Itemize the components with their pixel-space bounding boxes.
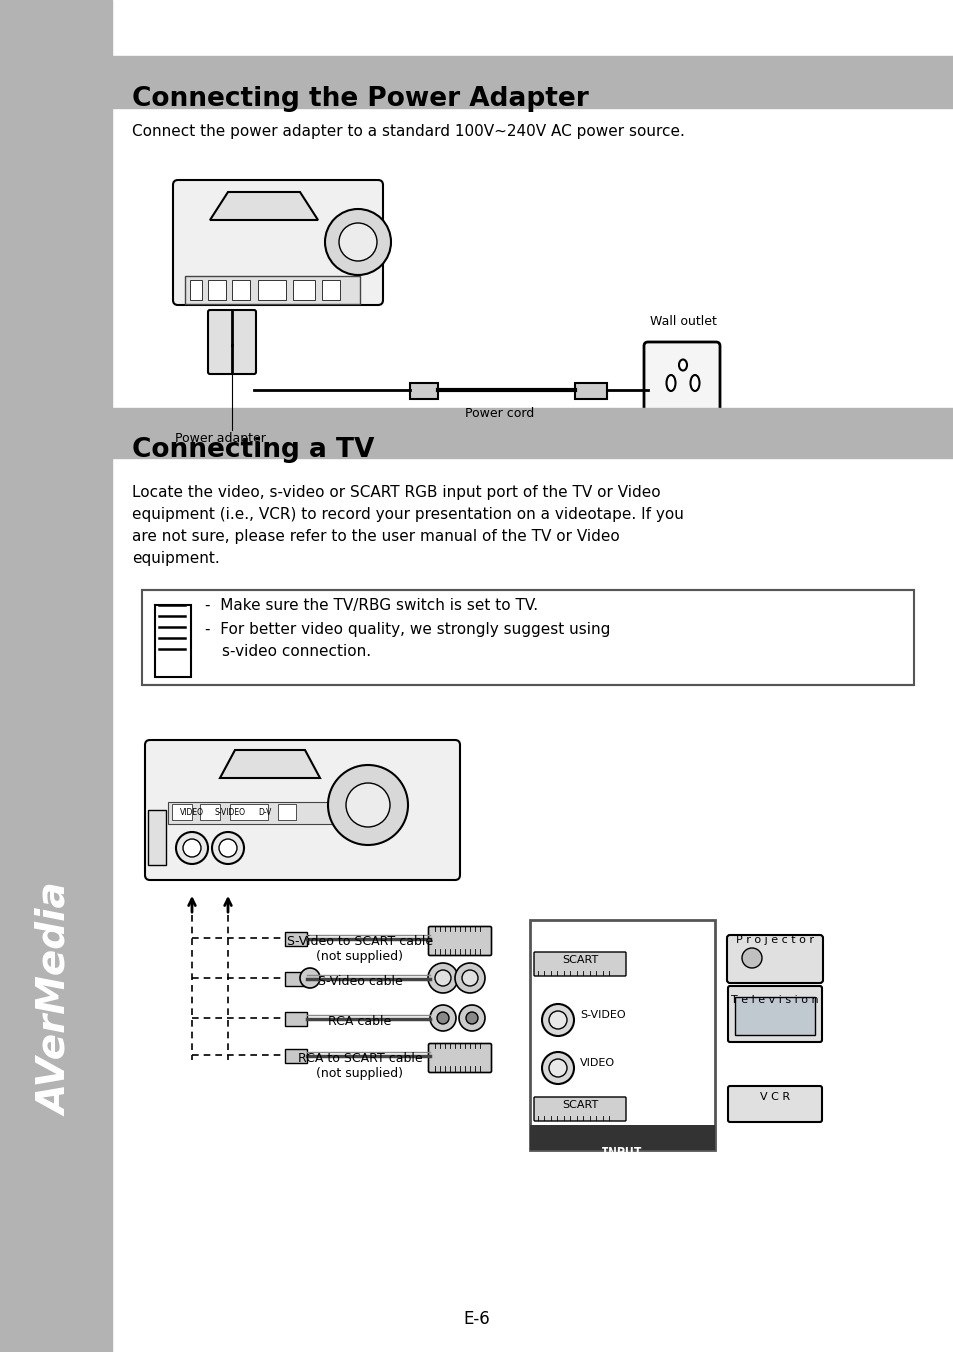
Circle shape: [436, 1013, 449, 1023]
FancyBboxPatch shape: [208, 310, 255, 375]
Bar: [112, 408, 953, 458]
Text: VIDEO: VIDEO: [579, 1059, 615, 1068]
Ellipse shape: [666, 375, 675, 391]
Circle shape: [548, 1059, 566, 1078]
FancyBboxPatch shape: [534, 952, 625, 976]
FancyBboxPatch shape: [172, 180, 382, 306]
Bar: [293, 280, 314, 300]
Text: E-6: E-6: [463, 1310, 490, 1328]
Bar: [142, 589, 913, 685]
Text: equipment.: equipment.: [132, 552, 219, 566]
Bar: [185, 276, 359, 304]
Text: -  Make sure the TV/RBG switch is set to TV.: - Make sure the TV/RBG switch is set to …: [205, 598, 537, 612]
Circle shape: [328, 765, 408, 845]
Text: S-VIDEO: S-VIDEO: [214, 808, 246, 817]
Circle shape: [461, 969, 477, 986]
Circle shape: [325, 210, 391, 274]
Bar: [277, 804, 295, 821]
Bar: [530, 919, 714, 1151]
Text: INPUT: INPUT: [600, 1146, 642, 1160]
Text: T e l e v i s i o n: T e l e v i s i o n: [730, 995, 818, 1005]
Text: V C R: V C R: [760, 1092, 789, 1102]
Text: RCA cable: RCA cable: [328, 1015, 392, 1028]
Ellipse shape: [690, 375, 699, 391]
Bar: [112, 55, 953, 108]
Text: Connect the power adapter to a standard 100V~240V AC power source.: Connect the power adapter to a standard …: [132, 124, 684, 139]
Text: SCART: SCART: [561, 1101, 598, 1110]
Text: SCART: SCART: [561, 955, 598, 965]
Text: equipment (i.e., VCR) to record your presentation on a videotape. If you: equipment (i.e., VCR) to record your pre…: [132, 507, 683, 522]
Circle shape: [212, 831, 244, 864]
Polygon shape: [220, 750, 319, 777]
Bar: [575, 383, 606, 399]
Bar: [285, 1049, 307, 1063]
Text: s-video connection.: s-video connection.: [222, 644, 371, 658]
Circle shape: [428, 963, 457, 992]
Circle shape: [548, 1011, 566, 1029]
Circle shape: [338, 223, 376, 261]
Circle shape: [219, 840, 236, 857]
Text: Power adapter: Power adapter: [174, 433, 266, 445]
Circle shape: [541, 1052, 574, 1084]
Text: S-Video to SCART cable
(not supplied): S-Video to SCART cable (not supplied): [287, 936, 433, 963]
Text: Wall outlet: Wall outlet: [649, 315, 716, 329]
Bar: [200, 804, 220, 821]
Bar: [285, 1013, 307, 1026]
Circle shape: [458, 1005, 484, 1032]
Bar: [257, 280, 286, 300]
Bar: [530, 1125, 714, 1151]
Circle shape: [541, 1005, 574, 1036]
Text: S-Video cable: S-Video cable: [317, 975, 402, 988]
Circle shape: [741, 948, 761, 968]
Text: Power cord: Power cord: [465, 407, 534, 420]
Bar: [285, 932, 307, 946]
Bar: [322, 280, 339, 300]
FancyBboxPatch shape: [643, 342, 720, 425]
Text: RCA to SCART cable
(not supplied): RCA to SCART cable (not supplied): [297, 1052, 422, 1080]
FancyBboxPatch shape: [145, 740, 459, 880]
FancyBboxPatch shape: [428, 926, 491, 956]
Text: P r o j e c t o r: P r o j e c t o r: [735, 936, 813, 945]
Circle shape: [175, 831, 208, 864]
Circle shape: [299, 968, 319, 988]
Bar: [410, 383, 437, 399]
FancyBboxPatch shape: [428, 1044, 491, 1072]
Circle shape: [346, 783, 390, 827]
Bar: [172, 804, 192, 821]
Bar: [0, 0, 112, 1352]
Circle shape: [465, 1013, 477, 1023]
FancyBboxPatch shape: [534, 1096, 625, 1121]
FancyBboxPatch shape: [726, 936, 822, 983]
FancyBboxPatch shape: [727, 986, 821, 1042]
Bar: [190, 280, 202, 300]
Bar: [232, 280, 250, 300]
Bar: [154, 604, 191, 677]
Bar: [285, 972, 307, 986]
Text: Connecting a TV: Connecting a TV: [132, 437, 374, 462]
Bar: [148, 810, 166, 865]
Text: -  For better video quality, we strongly suggest using: - For better video quality, we strongly …: [205, 622, 610, 637]
Circle shape: [183, 840, 201, 857]
Text: VIDEO: VIDEO: [180, 808, 204, 817]
Polygon shape: [210, 192, 317, 220]
Ellipse shape: [679, 360, 686, 370]
Bar: [230, 804, 268, 821]
Circle shape: [435, 969, 451, 986]
Text: Locate the video, s-video or SCART RGB input port of the TV or Video: Locate the video, s-video or SCART RGB i…: [132, 485, 659, 500]
Text: AVerMedia: AVerMedia: [37, 884, 75, 1117]
Circle shape: [430, 1005, 456, 1032]
Text: D-V: D-V: [257, 808, 271, 817]
Text: are not sure, please refer to the user manual of the TV or Video: are not sure, please refer to the user m…: [132, 529, 619, 544]
Bar: [168, 802, 343, 823]
Circle shape: [455, 963, 484, 992]
Text: Connecting the Power Adapter: Connecting the Power Adapter: [132, 87, 588, 112]
Bar: [208, 280, 226, 300]
FancyBboxPatch shape: [727, 1086, 821, 1122]
Text: S-VIDEO: S-VIDEO: [579, 1010, 625, 1019]
Bar: [734, 996, 814, 1036]
